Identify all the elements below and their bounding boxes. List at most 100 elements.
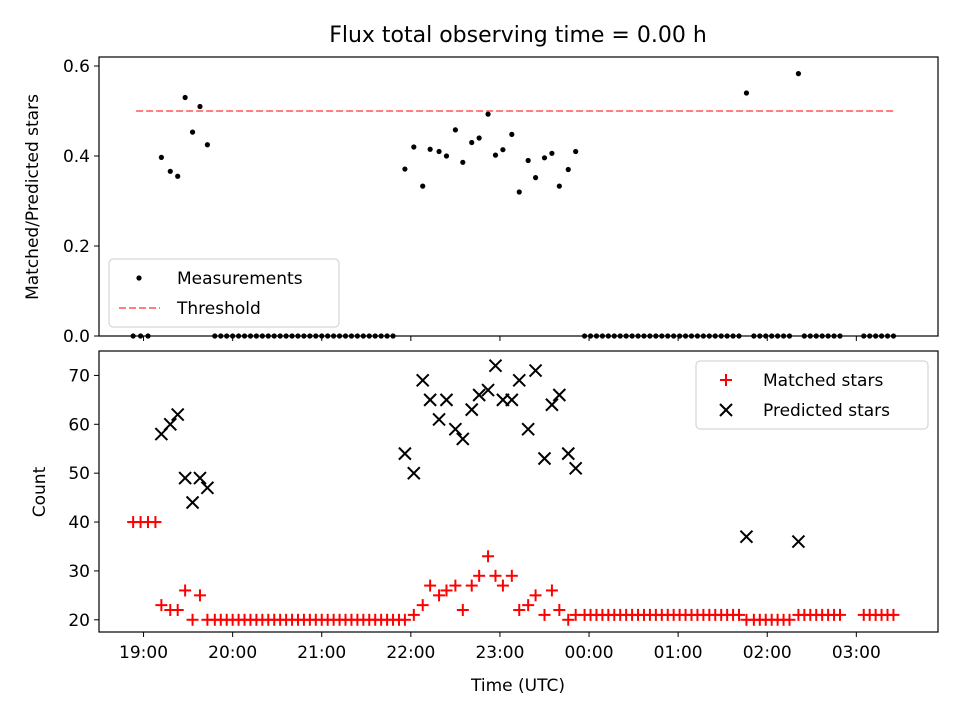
predicted-star-point	[465, 402, 479, 417]
measurement-point	[795, 71, 802, 77]
count-legend-box	[695, 360, 929, 430]
predicted-star-point	[456, 432, 470, 446]
matched-star-point	[465, 579, 478, 592]
matched-star-point	[456, 604, 469, 617]
predicted-star-point	[200, 481, 215, 495]
measurement-point	[427, 146, 433, 152]
ratio-panel: 0.0 0.2 0.4 0.6 Matched/Predicted stars Mea…	[23, 56, 939, 347]
count-x-axis: 19:00 20:00 21:00 22:00 23:00 00:00 01:00 02:00…	[119, 632, 881, 663]
ratio-y-axis-title: Matched/Predicted stars	[23, 94, 43, 300]
legend-matched-label: Matched stars	[763, 371, 883, 391]
measurement-point	[485, 111, 491, 117]
predicted-star-point	[545, 398, 559, 412]
chart-title: Flux total observing time = 0.00 h	[329, 23, 707, 48]
predicted-star-point	[488, 358, 503, 373]
matched-star-point	[489, 569, 502, 582]
matched-star-point	[562, 613, 575, 626]
predicted-star-point	[398, 446, 412, 461]
matched-star-point	[398, 613, 411, 626]
x-tick-label: 20:00	[208, 643, 257, 663]
predicted-star-point	[423, 393, 437, 407]
predicted-star-point	[170, 407, 185, 422]
count-y-axis-title: Count	[30, 466, 50, 517]
matched-star-point	[433, 589, 446, 602]
measurement-point	[743, 90, 750, 96]
measurement-point	[182, 94, 188, 101]
predicted-star-point	[407, 466, 421, 480]
measurement-point	[469, 139, 475, 146]
predicted-star-point	[739, 529, 754, 544]
matched-star-point	[424, 579, 437, 592]
matched-star-point	[416, 599, 429, 612]
x-tick-label: 22:00	[386, 643, 435, 663]
predicted-star-point	[568, 461, 583, 475]
matched-star-point	[179, 584, 192, 597]
count-y-tick-label: 50	[68, 464, 90, 484]
legend-measurements-marker	[136, 275, 142, 281]
count-axes-frame	[98, 350, 939, 633]
matched-star-point	[553, 604, 566, 617]
predicted-star-point	[791, 534, 806, 549]
x-tick-label: 21:00	[297, 643, 346, 663]
matched-star-point	[449, 579, 462, 592]
measurement-point	[476, 135, 482, 141]
matched-star-point	[538, 608, 551, 621]
ratio-axes-frame	[98, 56, 939, 337]
count-legend: Matched stars Predicted stars	[695, 360, 929, 430]
predicted-star-point	[505, 393, 519, 407]
matched-star-point	[193, 589, 206, 602]
x-tick-label: 19:00	[119, 643, 168, 663]
predicted-star-point	[439, 393, 454, 407]
predicted-star-point	[481, 383, 495, 397]
ratio-y-tick-label: 0.6	[63, 57, 90, 77]
measurement-point	[500, 147, 506, 153]
measurement-point	[197, 103, 203, 110]
measurement-point	[516, 189, 522, 195]
measurement-point	[492, 152, 499, 158]
measurement-point	[411, 144, 417, 150]
matched-star-point	[155, 599, 168, 612]
measurement-point	[436, 148, 442, 155]
predicted-star-point	[163, 417, 177, 432]
predicted-star-point	[472, 388, 486, 402]
ratio-legend: Measurements Threshold	[108, 258, 340, 328]
measurement-point	[525, 157, 531, 164]
predicted-star-point	[521, 422, 535, 436]
measurement-point	[573, 148, 579, 155]
count-y-tick-label: 20	[68, 611, 90, 631]
measurement-point	[443, 153, 450, 159]
matched-star-point	[186, 613, 199, 626]
predicted-star-point	[552, 388, 567, 402]
predicted-star-point	[512, 373, 526, 388]
count-y-tick-label: 60	[68, 415, 90, 435]
matched-star-point	[529, 589, 542, 602]
predicted-star-point	[561, 446, 575, 461]
matched-star-point	[733, 608, 746, 621]
count-y-tick-label: 30	[68, 562, 90, 582]
measurement-point	[549, 150, 555, 156]
ratio-legend-box	[108, 258, 340, 328]
measurement-point	[541, 155, 548, 161]
x-tick-label: 01:00	[654, 643, 703, 663]
measurement-point	[175, 173, 181, 179]
matched-star-point	[171, 604, 184, 617]
matched-star-point	[513, 604, 526, 617]
x-tick-label: 02:00	[743, 643, 792, 663]
count-plot-area	[127, 358, 900, 626]
matched-star-point	[482, 550, 495, 563]
measurement-point	[452, 127, 458, 133]
measurement-point	[565, 166, 571, 173]
count-y-axis: 20 30 40 50 60 70	[68, 366, 99, 631]
legend-threshold-label: Threshold	[176, 299, 261, 319]
legend-matched-marker	[720, 374, 732, 386]
matched-star-point	[440, 584, 453, 597]
measurement-point	[402, 166, 408, 172]
matched-star-point	[407, 608, 420, 621]
x-tick-label: 23:00	[475, 643, 524, 663]
predicted-star-point	[416, 373, 430, 388]
measurement-point	[158, 154, 164, 160]
x-tick-label: 00:00	[565, 643, 614, 663]
predicted-star-point	[185, 495, 200, 510]
matched-star-point	[833, 608, 846, 621]
